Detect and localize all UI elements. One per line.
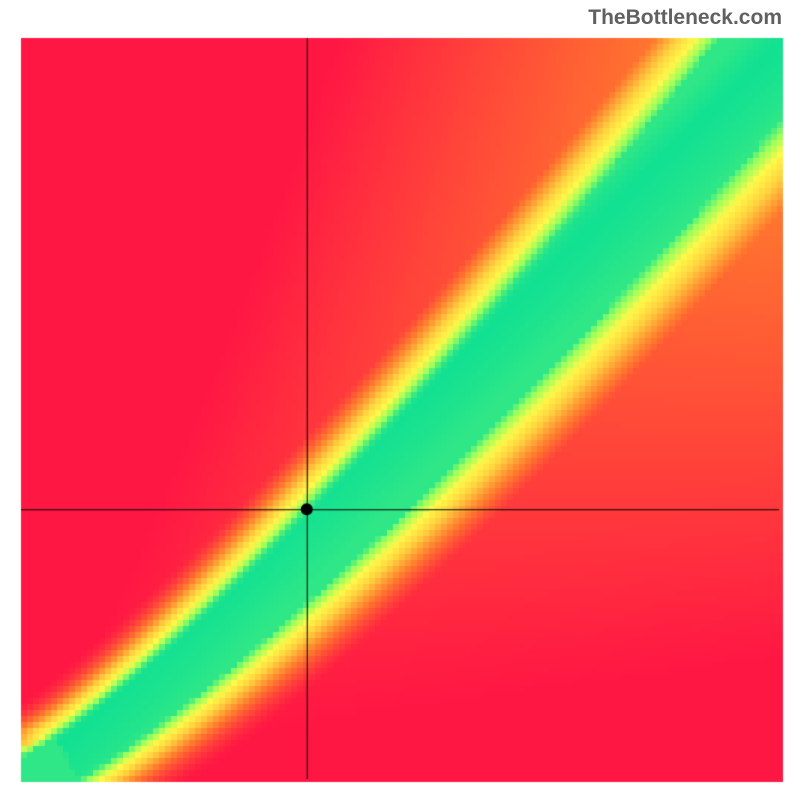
watermark-label: TheBottleneck.com xyxy=(588,6,782,30)
bottleneck-heatmap xyxy=(0,0,800,800)
chart-container: TheBottleneck.com xyxy=(0,0,800,800)
